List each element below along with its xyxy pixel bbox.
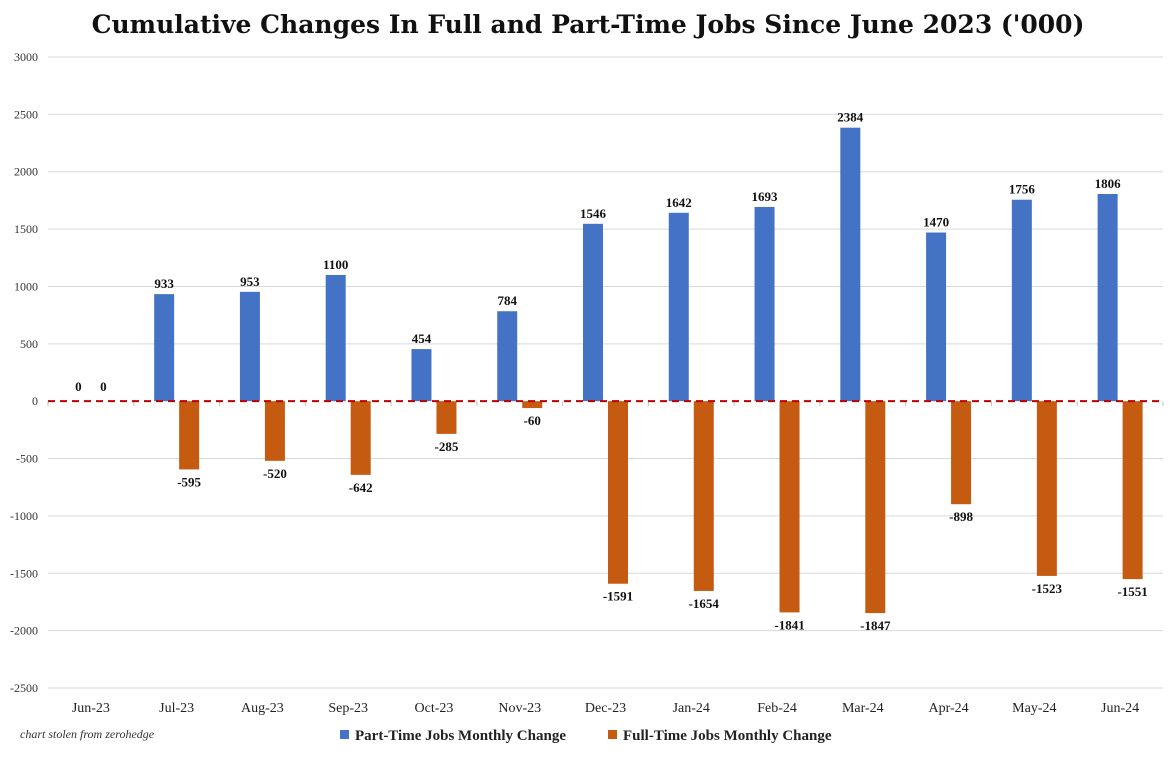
bar-full-time (1036, 401, 1057, 576)
bar-full-time (1122, 401, 1143, 580)
y-tick-label: -2000 (10, 624, 38, 638)
data-label-full-time: -520 (263, 466, 287, 481)
y-tick-label: 1500 (14, 222, 38, 236)
data-label-part-time: 1546 (580, 206, 607, 221)
bar-part-time (154, 294, 175, 402)
data-label-part-time: 2384 (837, 110, 864, 125)
chart-title: Cumulative Changes In Full and Part-Time… (91, 10, 1085, 39)
data-label-full-time: -1551 (1117, 584, 1147, 599)
data-label-full-time: -595 (177, 474, 201, 489)
legend-swatch-full-time (608, 730, 617, 739)
bar-full-time (350, 401, 371, 475)
bar-full-time (951, 401, 972, 505)
legend-label-part-time: Part-Time Jobs Monthly Change (355, 728, 566, 744)
bar-part-time (325, 274, 346, 402)
x-tick-label: Nov-23 (498, 701, 541, 716)
legend-item-part-time: Part-Time Jobs Monthly Change (340, 728, 566, 745)
bar-part-time (1011, 199, 1032, 402)
data-label-part-time: 953 (240, 274, 260, 289)
y-tick-label: 500 (20, 337, 38, 351)
bar-part-time (840, 127, 861, 402)
bar-part-time (1097, 193, 1118, 402)
data-label-full-time: 0 (100, 379, 107, 394)
y-tick-label: -2500 (10, 681, 38, 695)
y-tick-label: 2500 (14, 107, 38, 121)
bar-full-time (779, 401, 800, 613)
x-tick-label: Apr-24 (928, 701, 968, 716)
x-tick-label: Oct-23 (415, 701, 454, 716)
bar-full-time (693, 401, 714, 591)
data-label-part-time: 1806 (1095, 176, 1122, 191)
bar-part-time (668, 212, 689, 402)
data-label-full-time: -285 (435, 439, 459, 454)
legend-swatch-part-time (340, 730, 349, 739)
legend-label-full-time: Full-Time Jobs Monthly Change (623, 728, 832, 744)
bar-part-time (411, 349, 432, 402)
x-tick-label: Dec-23 (585, 701, 626, 716)
x-tick-label: Mar-24 (842, 701, 884, 716)
data-label-part-time: 454 (412, 331, 432, 346)
data-label-full-time: -60 (524, 413, 541, 428)
legend-item-full-time: Full-Time Jobs Monthly Change (608, 728, 832, 745)
y-tick-label: 3000 (14, 50, 38, 64)
bar-full-time (522, 401, 543, 409)
x-tick-label: Feb-24 (757, 701, 797, 716)
y-tick-label: -1000 (10, 509, 38, 523)
data-label-part-time: 933 (154, 276, 174, 291)
data-label-part-time: 0 (75, 379, 82, 394)
x-tick-label: Jun-23 (72, 701, 110, 716)
bar-part-time (583, 223, 603, 402)
chart-credit: chart stolen from zerohedge (20, 727, 155, 741)
data-label-full-time: -898 (949, 509, 973, 524)
bar-full-time (264, 401, 285, 461)
bar-full-time (436, 401, 457, 434)
y-tick-label: -1500 (10, 566, 38, 580)
y-tick-label: -500 (16, 452, 38, 466)
x-tick-label: Aug-23 (241, 701, 284, 716)
x-tick-label: Jan-24 (673, 701, 710, 716)
data-label-part-time: 1693 (752, 189, 779, 204)
bar-full-time (865, 401, 886, 614)
data-label-part-time: 1642 (666, 195, 692, 210)
bar-part-time (754, 206, 775, 402)
y-tick-label: 1000 (14, 279, 38, 293)
bar-part-time (239, 291, 260, 402)
x-tick-label: Jul-23 (159, 701, 194, 716)
bar-full-time (608, 401, 628, 584)
chart-legend: Part-Time Jobs Monthly Change Full-Time … (0, 728, 1176, 748)
bar-part-time (497, 311, 518, 402)
y-tick-label: 2000 (14, 165, 38, 179)
data-label-part-time: 1100 (323, 257, 348, 272)
x-tick-label: May-24 (1012, 701, 1056, 716)
data-label-full-time: -1841 (774, 617, 804, 632)
data-label-part-time: 1756 (1009, 182, 1036, 197)
x-tick-label: Jun-24 (1101, 701, 1139, 716)
data-label-full-time: -642 (349, 480, 373, 495)
data-label-part-time: 784 (497, 293, 517, 308)
data-label-full-time: -1523 (1032, 581, 1063, 596)
data-label-full-time: -1847 (860, 618, 891, 633)
data-label-full-time: -1591 (603, 589, 633, 604)
bar-part-time (926, 232, 947, 402)
data-label-part-time: 1470 (923, 215, 949, 230)
y-tick-label: 0 (32, 394, 38, 408)
bar-full-time (179, 401, 200, 470)
data-label-full-time: -1654 (689, 596, 720, 611)
x-tick-label: Sep-23 (328, 701, 368, 716)
